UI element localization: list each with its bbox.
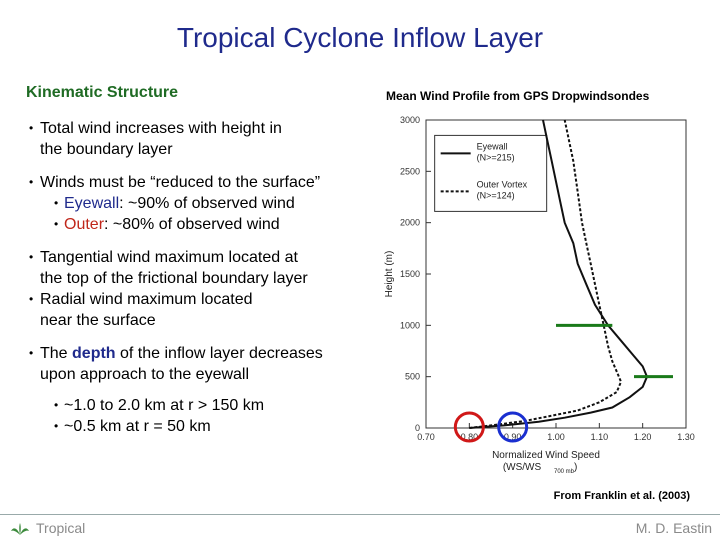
footer-left: Tropical — [10, 520, 85, 536]
bullet-total-wind: Total wind increases with height in the … — [26, 118, 366, 160]
x-tick-label: 1.30 — [677, 432, 695, 442]
x-axis-label-close: ) — [574, 462, 577, 473]
bullet-text: upon approach to the eyewall — [40, 366, 250, 383]
x-axis-label: Normalized Wind Speed — [492, 450, 600, 461]
bullet-text: The — [40, 345, 73, 362]
bullet-depth: The depth of the inflow layer decreases … — [26, 343, 366, 385]
bullet-text: of the inflow layer decreases — [115, 345, 323, 362]
chart-heading: Mean Wind Profile from GPS Dropwindsonde… — [386, 89, 650, 103]
y-tick-label: 1000 — [400, 320, 420, 330]
bullet-text: the boundary layer — [40, 141, 173, 158]
series-line-outer-vortex — [469, 119, 623, 429]
highlight-circle-red — [453, 411, 485, 443]
figure-credit: From Franklin et al. (2003) — [553, 490, 690, 502]
bullet-tangential: Tangential wind maximum located at the t… — [26, 247, 366, 289]
y-tick-label: 1500 — [400, 269, 420, 279]
legend-count: (N>=215) — [477, 152, 515, 162]
x-tick-label: 1.20 — [634, 432, 652, 442]
wind-profile-chart: 0 500 1000 1500 2000 2500 3000 0.70 0.80 0.90 1.00… — [384, 115, 695, 475]
eyewall-label: Eyewall — [64, 195, 120, 212]
leaf-logo-icon — [11, 523, 29, 536]
bullet-text: Radial wind maximum located — [40, 291, 253, 308]
sub-bullet-depth-near: ~0.5 km at r = 50 km — [26, 416, 366, 437]
sub-bullet-text: : ~80% of observed wind — [104, 216, 280, 233]
bullet-text: Total wind increases with height in — [40, 120, 282, 137]
depth-word: depth — [72, 345, 116, 362]
footer-left-text: Tropical — [36, 520, 86, 536]
y-tick-label: 3000 — [400, 115, 420, 125]
highlight-circle-blue — [497, 411, 529, 443]
legend-count: (N>=124) — [477, 190, 515, 200]
x-tick-label: 0.70 — [417, 432, 435, 442]
bullet-reduced: Winds must be “reduced to the surface” — [26, 172, 366, 193]
slide-title: Tropical Cyclone Inflow Layer — [176, 22, 544, 53]
sub-bullet-text: : ~90% of observed wind — [119, 195, 295, 212]
y-tick-label: 500 — [405, 372, 420, 382]
x-tick-label: 0.80 — [461, 432, 479, 442]
kinematic-structure-heading: Kinematic Structure — [26, 84, 179, 101]
x-tick-label: 1.00 — [547, 432, 565, 442]
bullet-text: the top of the frictional boundary layer — [40, 270, 308, 287]
y-axis-label: Height (m) — [384, 251, 395, 298]
legend-label: Eyewall — [477, 141, 508, 151]
x-axis-label-unit: (WS/WS — [503, 462, 542, 473]
y-tick-label: 2000 — [400, 218, 420, 228]
x-axis-label-subscript: 700 mb — [554, 469, 575, 475]
bullet-text: near the surface — [40, 312, 156, 329]
sub-bullet-depth-far: ~1.0 to 2.0 km at r > 150 km — [26, 395, 366, 416]
y-tick-label: 2500 — [400, 166, 420, 176]
x-tick-label: 1.10 — [591, 432, 609, 442]
y-tick-label: 0 — [415, 423, 420, 433]
bullet-text: Winds must be “reduced to the surface” — [40, 174, 321, 191]
sub-bullet-eyewall: Eyewall: ~90% of observed wind — [26, 193, 366, 214]
sub-bullet-text: ~0.5 km at r = 50 km — [64, 418, 211, 435]
x-tick-label: 0.90 — [504, 432, 522, 442]
series-line-eyewall — [469, 119, 649, 429]
sub-bullet-outer: Outer: ~80% of observed wind — [26, 214, 366, 235]
bullet-list: Total wind increases with height in the … — [26, 118, 366, 437]
slide-footer: Tropical M. D. Eastin — [0, 514, 720, 541]
bullet-radial: Radial wind maximum located near the sur… — [26, 289, 366, 331]
outer-label: Outer — [64, 216, 105, 233]
footer-author: M. D. Eastin — [635, 520, 712, 536]
legend-label: Outer Vortex — [477, 179, 528, 189]
bullet-text: Tangential wind maximum located at — [40, 249, 298, 266]
sub-bullet-text: ~1.0 to 2.0 km at r > 150 km — [64, 397, 265, 414]
legend-box — [434, 134, 548, 212]
